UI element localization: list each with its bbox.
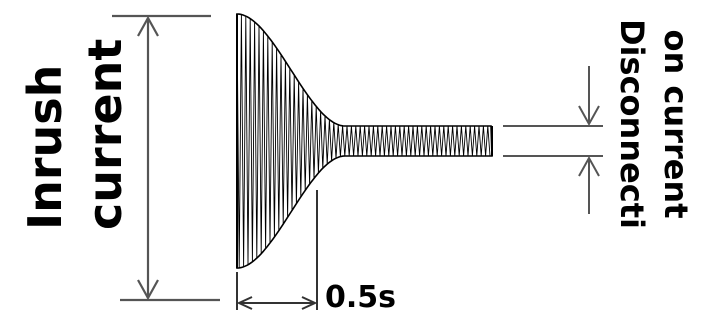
time-dimension xyxy=(236,190,318,310)
inrush-current-label-line1: Inrush xyxy=(18,64,72,230)
inrush-arrow-top xyxy=(137,15,159,37)
inrush-dimension xyxy=(112,14,220,302)
current-waveform xyxy=(236,13,493,269)
inrush-current-label-line2: current xyxy=(78,38,132,230)
oscillation-trace xyxy=(236,13,491,268)
disconnection-current-label-line1: Disconnecti xyxy=(613,18,651,230)
disconnection-arrow-top xyxy=(578,105,600,127)
waveform-oscillation xyxy=(236,13,493,268)
disconnection-arrow-bottom xyxy=(578,155,600,177)
disconnection-current-label-line2: on current xyxy=(657,29,695,219)
inrush-arrow-bottom xyxy=(137,279,159,301)
time-arrow-left xyxy=(236,296,253,310)
time-duration-label: 0.5s xyxy=(325,280,397,315)
time-arrow-right xyxy=(301,296,318,310)
disconnection-dimension xyxy=(503,66,603,214)
